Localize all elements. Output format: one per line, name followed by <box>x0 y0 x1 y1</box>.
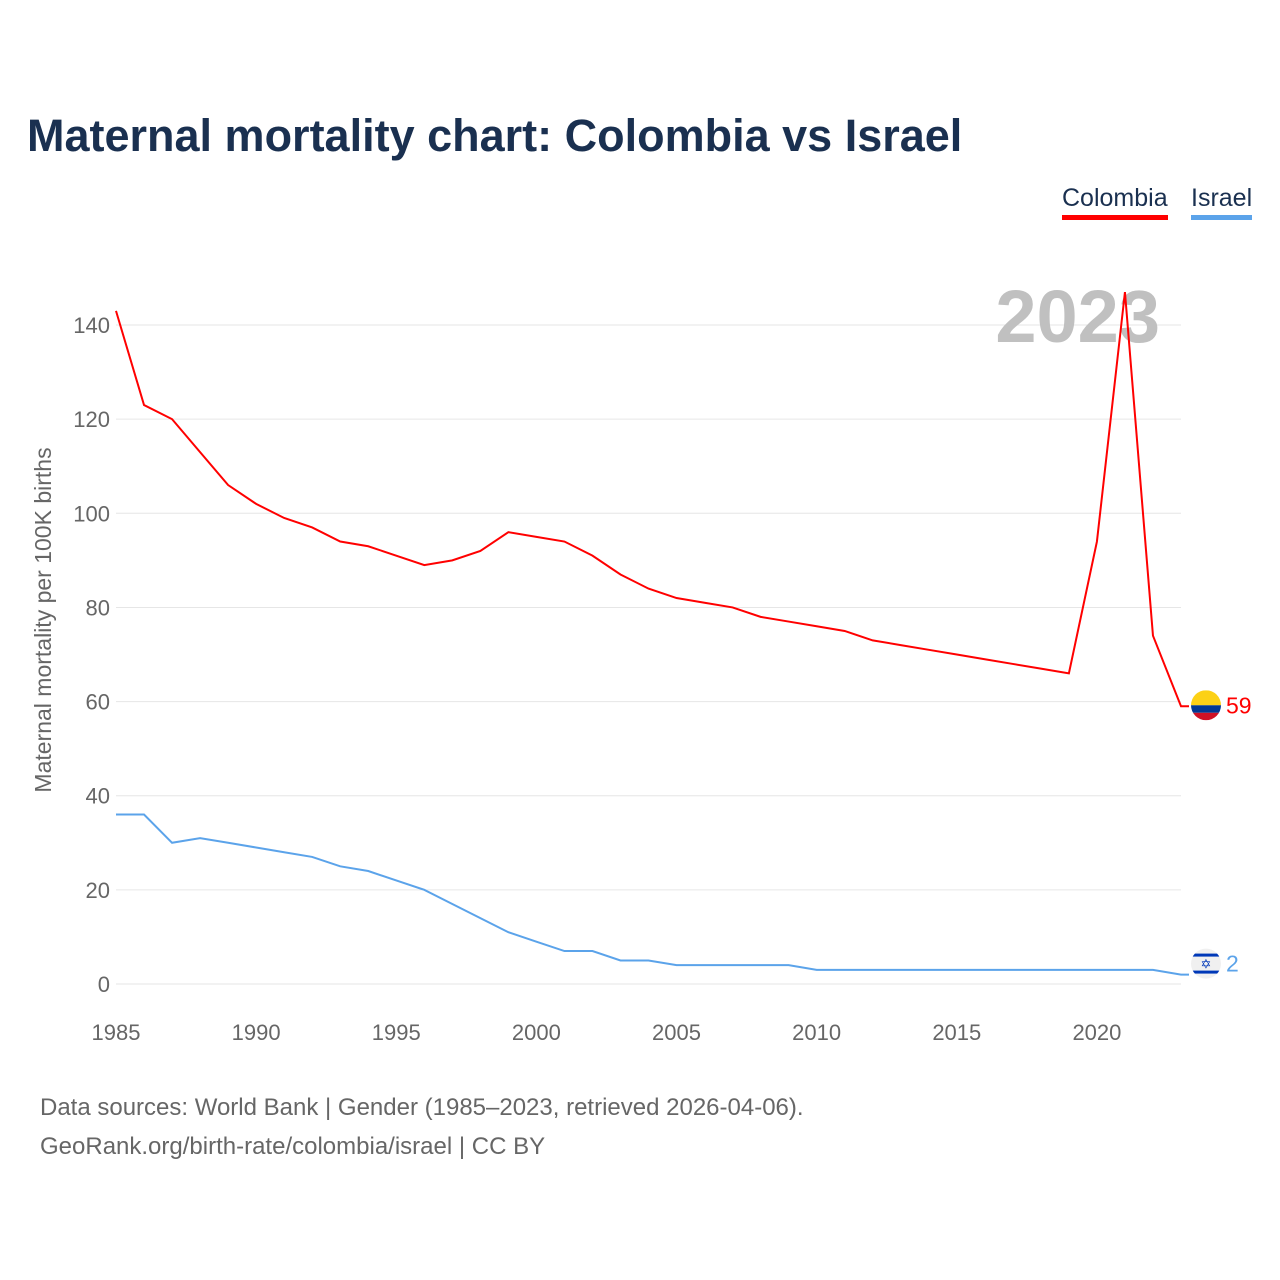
end-value-label: 2 <box>1226 951 1239 977</box>
y-tick-label: 120 <box>73 407 110 432</box>
y-tick-label: 100 <box>73 501 110 526</box>
flag-stripe <box>1191 953 1221 957</box>
flag-stripe <box>1191 705 1221 713</box>
year-watermark: 2023 <box>995 275 1160 358</box>
x-tick-label: 1990 <box>232 1020 281 1045</box>
y-tick-label: 80 <box>86 595 110 620</box>
x-tick-label: 2015 <box>932 1020 981 1045</box>
series-line-colombia <box>115 291 1189 708</box>
series-line-israel <box>116 813 1189 976</box>
y-axis-label: Maternal mortality per 100K births <box>30 447 56 792</box>
footer: Data sources: World Bank | Gender (1985–… <box>40 1088 804 1166</box>
legend-israel[interactable]: Israel <box>1191 184 1253 220</box>
legend-colombia[interactable]: Colombia <box>1062 184 1168 220</box>
y-tick-label: 20 <box>86 878 110 903</box>
y-tick-label: 0 <box>98 972 110 997</box>
flag-stripe <box>1191 690 1221 706</box>
flag-stripe <box>1191 970 1221 974</box>
flag-stripe <box>1191 712 1221 721</box>
x-tick-label: 2005 <box>652 1020 701 1045</box>
data-source: Data sources: World Bank | Gender (1985–… <box>40 1094 804 1121</box>
chart-title: Maternal mortality chart: Colombia vs Is… <box>27 110 963 161</box>
flag-israel-icon: ✡ <box>1191 948 1221 979</box>
star-of-david-icon: ✡ <box>1201 958 1212 973</box>
x-tick-label: 2010 <box>792 1020 841 1045</box>
source-link[interactable]: GeoRank.org/birth-rate/colombia/israel |… <box>40 1133 546 1160</box>
x-tick-label: 1985 <box>92 1020 141 1045</box>
y-tick-label: 140 <box>73 313 110 338</box>
y-tick-label: 40 <box>86 784 110 809</box>
x-tick-label: 1995 <box>372 1020 421 1045</box>
end-value-label: 59 <box>1226 692 1252 718</box>
y-tick-label: 60 <box>86 690 110 715</box>
x-tick-label: 2000 <box>512 1020 561 1045</box>
x-tick-label: 2020 <box>1072 1020 1121 1045</box>
flag-colombia-icon <box>1191 690 1221 721</box>
